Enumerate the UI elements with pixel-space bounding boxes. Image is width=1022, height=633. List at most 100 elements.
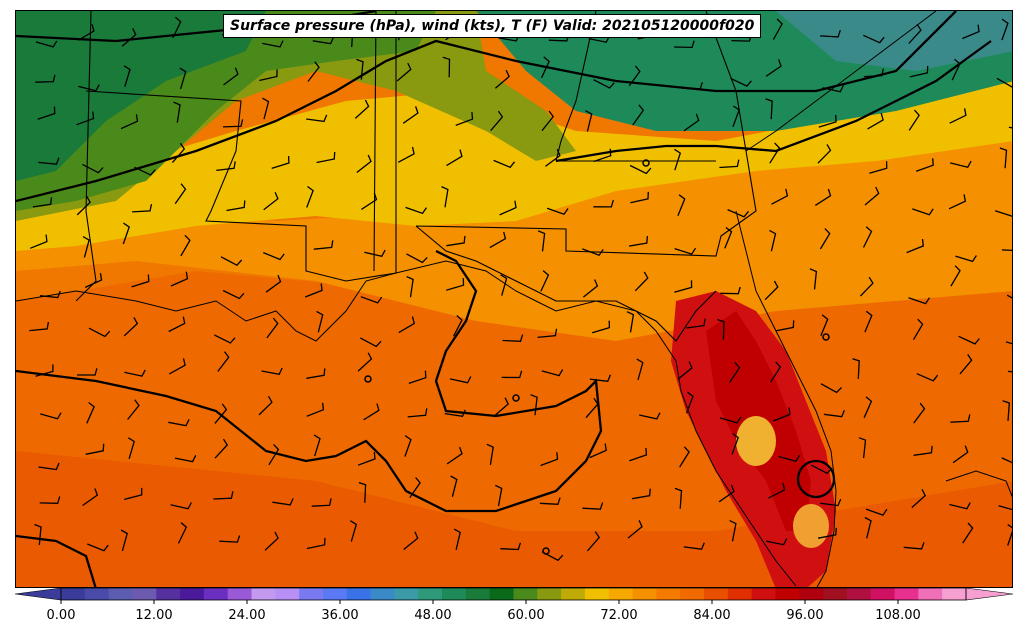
wind-barb <box>37 106 56 120</box>
wind-barb <box>541 551 564 562</box>
wind-barb <box>499 200 517 216</box>
boundary-mississippi-alabama <box>373 11 377 272</box>
wind-barb <box>32 197 53 208</box>
wind-barb <box>686 318 706 329</box>
wind-barb <box>862 226 873 248</box>
wind-barb <box>34 523 42 545</box>
wind-barb <box>87 543 109 552</box>
wind-barb <box>446 235 466 247</box>
wind-barb <box>311 498 332 507</box>
wind-barb <box>582 279 599 298</box>
colorbar-tick-36: 36.00 <box>321 608 359 623</box>
colorbar-segment <box>346 588 372 600</box>
wind-barb <box>259 69 278 82</box>
wind-barb <box>541 369 564 377</box>
wind-barb <box>174 183 187 205</box>
wind-barb <box>357 352 373 372</box>
wind-barb <box>486 443 494 466</box>
wind-barb <box>272 498 294 506</box>
wind-barb <box>775 320 795 332</box>
colorbar-segment <box>132 588 157 600</box>
colorbar-segment <box>870 588 896 600</box>
wind-barb <box>588 35 610 43</box>
wind-barb <box>951 58 961 81</box>
colorbar-extend-low <box>14 588 62 601</box>
wind-barb <box>313 240 334 250</box>
wind-barb <box>685 391 694 414</box>
wind-barb <box>406 276 414 298</box>
wind-barb <box>500 542 522 551</box>
wind-barb <box>306 402 325 417</box>
temperature-map <box>16 11 1012 587</box>
wind-barb <box>82 163 104 174</box>
wind-barb <box>912 318 924 341</box>
wind-barb <box>814 188 832 206</box>
low-3 <box>512 394 520 402</box>
wind-barb <box>719 159 740 169</box>
wind-barb <box>586 531 601 552</box>
wind-barb <box>822 85 844 93</box>
colorbar-segment <box>584 588 610 600</box>
wind-barb <box>35 74 56 83</box>
wind-barb <box>817 144 832 164</box>
wind-barb <box>306 368 326 379</box>
wind-barb <box>952 445 969 464</box>
wind-barb <box>38 157 60 165</box>
wind-barb <box>266 317 279 339</box>
wind-barb <box>132 203 153 213</box>
wind-barb <box>639 412 661 420</box>
wind-barb <box>495 484 503 507</box>
wind-barb <box>396 62 412 82</box>
wind-barb <box>359 337 382 348</box>
colorbar-tick-24: 24.00 <box>228 608 266 623</box>
wind-barb <box>950 160 972 169</box>
wind-barb <box>85 443 105 455</box>
wind-barb <box>537 230 546 252</box>
wind-barb <box>731 432 739 455</box>
wind-barb <box>867 112 884 130</box>
colorbar-tick-48: 48.00 <box>414 608 452 623</box>
colorbar-segment <box>394 588 419 600</box>
wind-barb <box>539 497 561 505</box>
wind-barb <box>441 186 449 208</box>
wind-barb <box>1001 249 1012 252</box>
wind-barb <box>778 454 801 462</box>
wind-barb <box>683 113 700 132</box>
wind-barb <box>316 151 336 164</box>
wind-barb <box>771 188 789 205</box>
wind-barb <box>636 358 644 381</box>
wind-barb <box>765 59 782 77</box>
wind-barb <box>168 316 186 333</box>
wind-barb <box>913 402 926 424</box>
wind-barb <box>593 79 615 89</box>
wind-barb <box>908 297 931 305</box>
wind-barb <box>354 99 370 119</box>
wind-barb <box>962 24 980 40</box>
wind-barb <box>682 82 703 90</box>
wind-barb <box>174 455 197 463</box>
colorbar-segment <box>799 588 824 600</box>
wind-barb <box>168 358 186 375</box>
gulf-coastline <box>16 260 797 587</box>
wind-barb <box>38 462 60 471</box>
wind-barb <box>84 272 103 288</box>
wind-barb <box>220 256 243 267</box>
wind-barb <box>582 248 604 256</box>
wind-barb <box>446 149 463 167</box>
colorbar-segment <box>918 588 943 600</box>
wind-barb <box>453 315 463 337</box>
wind-barb <box>627 520 643 539</box>
wind-barb <box>124 487 143 501</box>
wind-barb <box>810 464 833 475</box>
wind-barb <box>772 407 791 422</box>
wind-barb <box>442 56 451 78</box>
wind-barb <box>1002 400 1010 421</box>
colorbar-segment <box>370 588 395 600</box>
wind-barb <box>589 374 612 383</box>
wind-barb <box>683 542 705 550</box>
wind-barb <box>634 271 649 292</box>
colorbar-segment <box>775 588 800 600</box>
wind-barb <box>950 414 971 423</box>
wind-barb <box>316 310 324 333</box>
wind-barb <box>1001 457 1012 464</box>
